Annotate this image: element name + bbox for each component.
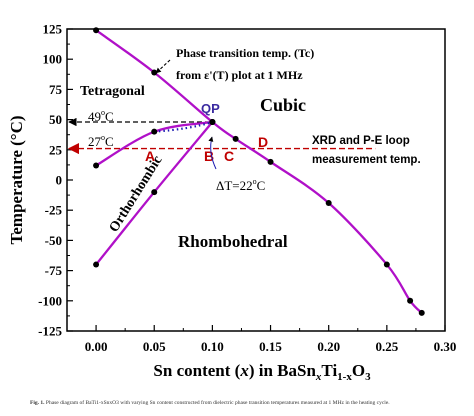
data-point: [209, 119, 216, 126]
label-point-d: D: [258, 134, 268, 150]
y-axis-label: Temperature (°C): [7, 115, 26, 244]
label-xrd-line1: XRD and P-E loop: [312, 135, 410, 147]
phase-diagram-chart: 0.00 0.05 0.10 0.15 0.20 0.25 0.30 -125 -100 -75…: [7, 22, 457, 384]
data-point: [267, 158, 274, 165]
y-axis-ticks: -125 -100 -75 -50 -25 0 25 50 75 100 125: [38, 22, 73, 339]
x-tick-label: 0.20: [317, 339, 340, 354]
y-tick-label: 25: [49, 142, 63, 157]
data-point: [325, 199, 332, 206]
y-tick-label: 100: [43, 52, 63, 67]
data-point: [151, 69, 158, 76]
figure-caption: Fig. 1. Phase diagram of BaTi1-xSnxO3 wi…: [30, 400, 470, 406]
label-qp: QP: [201, 101, 220, 116]
x-tick-label: 0.05: [143, 339, 166, 354]
caption-text: Phase diagram of BaTi1-xSnxO3 with varyi…: [45, 400, 390, 406]
data-point: [151, 128, 158, 135]
label-point-b: B: [204, 148, 214, 164]
data-points: [93, 27, 425, 316]
label-cubic: Cubic: [260, 95, 306, 115]
y-tick-label: -75: [45, 263, 63, 278]
y-tick-label: -50: [45, 233, 62, 248]
annotation-phase-tc-line2: from ε'(T) plot at 1 MHz: [176, 68, 303, 82]
annotation-arrow: [155, 59, 171, 74]
x-tick-label: 0.25: [375, 339, 398, 354]
y-tick-label: 0: [56, 173, 63, 188]
x-axis-label: Sn content (x) in BaSnxTi1-xO3: [153, 361, 371, 383]
x-tick-label: 0.15: [259, 339, 282, 354]
annotation-phase-tc-line1: Phase transition temp. (Tc): [176, 46, 314, 60]
label-point-c: C: [224, 148, 234, 164]
data-point: [93, 27, 100, 34]
data-point: [418, 309, 425, 316]
label-27c: 27oC: [88, 133, 114, 149]
label-point-a: A: [145, 148, 155, 164]
label-orthorhombic: Orthorhombic: [107, 153, 166, 235]
label-xrd-line2: measurement temp.: [312, 154, 421, 166]
x-tick-label: 0.00: [85, 339, 108, 354]
data-point: [232, 135, 239, 142]
label-rhombohedral: Rhombohedral: [178, 232, 288, 251]
x-tick-label: 0.30: [434, 339, 457, 354]
label-tetragonal: Tetragonal: [80, 84, 145, 99]
delta-t-arrow: [208, 136, 217, 170]
y-tick-label: -100: [38, 293, 62, 308]
y-tick-label: -125: [38, 324, 62, 339]
x-tick-label: 0.10: [201, 339, 224, 354]
data-point: [151, 189, 158, 196]
data-point: [383, 261, 390, 268]
x-axis-ticks: 0.00 0.05 0.10 0.15 0.20 0.25 0.30: [85, 325, 457, 354]
data-point: [407, 297, 414, 304]
y-tick-label: 50: [49, 112, 62, 127]
caption-label: Fig. 1.: [30, 400, 45, 406]
label-49c: 49oC: [88, 108, 114, 124]
data-point: [93, 162, 100, 169]
dotted-extension-line: [154, 120, 213, 133]
y-tick-label: 125: [43, 22, 63, 37]
data-point: [93, 261, 100, 268]
label-delta-t: ΔT=22oC: [216, 177, 265, 193]
y-tick-label: -25: [45, 203, 63, 218]
y-tick-label: 75: [49, 82, 63, 97]
